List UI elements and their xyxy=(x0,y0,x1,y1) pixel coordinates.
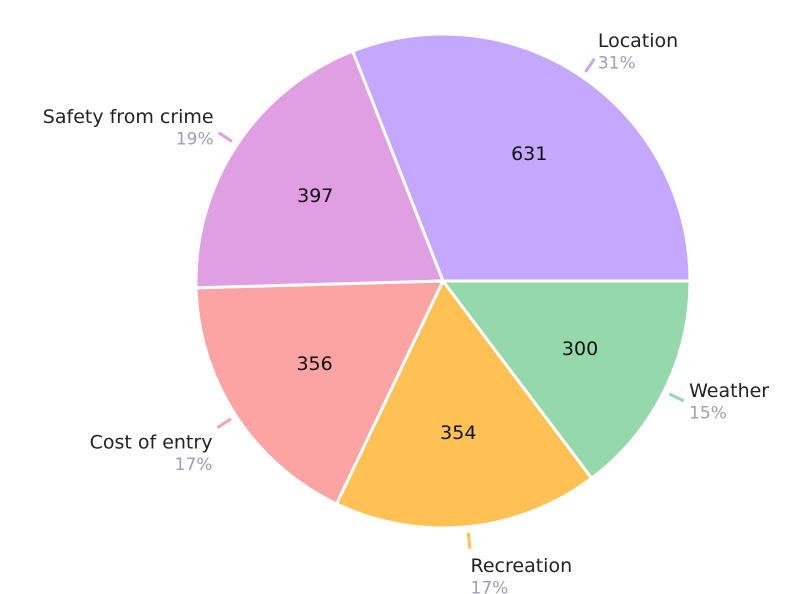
percent-label: 17% xyxy=(175,455,213,475)
percent-label: 19% xyxy=(176,129,214,149)
value-label: 354 xyxy=(440,422,476,444)
percent-label: 15% xyxy=(689,404,727,424)
pie-slice xyxy=(350,32,692,283)
leader-line xyxy=(668,392,685,403)
value-label: 397 xyxy=(297,185,333,207)
value-label: 300 xyxy=(562,338,598,360)
value-label: 631 xyxy=(511,143,547,165)
leader-line xyxy=(217,131,233,143)
pie-slice xyxy=(439,279,692,481)
category-label: Location xyxy=(598,30,678,52)
leader-line xyxy=(584,57,596,73)
leader-line xyxy=(216,417,232,429)
pie-slice xyxy=(334,278,594,530)
category-label: Safety from crime xyxy=(43,106,214,128)
value-label: 356 xyxy=(296,353,332,375)
percent-label: 31% xyxy=(598,54,636,74)
category-label: Weather xyxy=(689,380,769,402)
percent-label: 17% xyxy=(471,579,509,594)
pie-slice xyxy=(194,49,446,290)
category-label: Recreation xyxy=(471,555,573,577)
leader-line xyxy=(466,532,472,549)
pie-slice xyxy=(194,279,446,506)
category-label: Cost of entry xyxy=(90,431,213,453)
